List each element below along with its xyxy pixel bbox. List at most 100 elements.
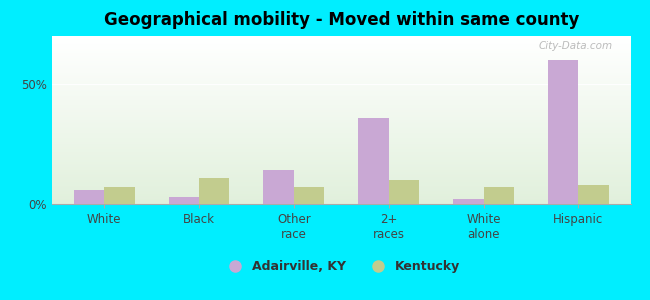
Bar [52,197,630,199]
Bar [52,68,630,70]
Bar [52,154,630,155]
Bar [52,142,630,143]
Bar [52,101,630,103]
Bar [52,108,630,110]
Bar [52,194,630,196]
Bar [52,135,630,137]
Bar [52,182,630,184]
Bar [484,187,514,204]
Bar [52,172,630,174]
Bar [52,145,630,147]
Bar [52,48,630,50]
Bar [52,127,630,128]
Bar [52,106,630,108]
Bar [52,46,630,48]
Text: City-Data.com: City-Data.com [539,41,613,51]
Bar [52,64,630,66]
Bar [52,58,630,59]
Bar [389,180,419,204]
Bar [52,38,630,39]
Bar [52,56,630,58]
Bar [52,189,630,190]
Bar [52,185,630,187]
Bar [52,201,630,202]
Bar [52,44,630,46]
Bar [294,187,324,204]
Bar [52,41,630,43]
Bar [52,147,630,148]
Bar [52,164,630,165]
Bar [52,177,630,179]
Bar [52,112,630,113]
Bar [52,132,630,134]
Bar [52,113,630,115]
Bar [52,122,630,123]
Bar [52,181,630,182]
Bar [358,118,389,204]
Bar [52,179,630,181]
Bar [52,97,630,98]
Bar [52,71,630,73]
Bar [52,105,630,106]
Bar [52,143,630,145]
Bar [52,53,630,55]
Bar [52,192,630,194]
Bar [52,50,630,51]
Bar [52,120,630,122]
Bar [52,100,630,101]
Bar [52,139,630,140]
Bar [52,162,630,164]
Bar [52,76,630,78]
Bar [52,80,630,81]
Bar [52,90,630,92]
Bar [52,130,630,132]
Bar [52,157,630,159]
Bar [52,150,630,152]
Bar [52,169,630,170]
Bar [52,159,630,160]
Bar [74,190,104,204]
Legend: Adairville, KY, Kentucky: Adairville, KY, Kentucky [217,255,465,278]
Bar [52,110,630,112]
Bar [578,185,608,204]
Bar [168,197,199,204]
Bar [52,83,630,85]
Bar [52,137,630,139]
Bar [52,128,630,130]
Bar [52,59,630,61]
Bar [52,92,630,93]
Bar [52,134,630,135]
Bar [52,174,630,176]
Bar [52,148,630,150]
Bar [52,184,630,185]
Bar [52,152,630,154]
Bar [52,115,630,117]
Bar [52,140,630,142]
Bar [52,117,630,118]
Bar [52,103,630,105]
Bar [52,78,630,80]
Bar [263,170,294,204]
Bar [52,93,630,95]
Bar [52,55,630,56]
Bar [52,66,630,68]
Bar [52,155,630,157]
Bar [52,88,630,90]
Title: Geographical mobility - Moved within same county: Geographical mobility - Moved within sam… [103,11,579,29]
Bar [52,190,630,192]
Bar [199,178,229,204]
Bar [52,81,630,83]
Bar [52,95,630,97]
Bar [52,36,630,38]
Bar [52,187,630,189]
Bar [52,165,630,167]
Bar [52,61,630,63]
Bar [52,63,630,64]
Bar [548,60,578,204]
Bar [52,85,630,86]
Bar [52,73,630,75]
Bar [52,75,630,76]
Bar [52,125,630,127]
Bar [104,187,135,204]
Bar [52,196,630,197]
